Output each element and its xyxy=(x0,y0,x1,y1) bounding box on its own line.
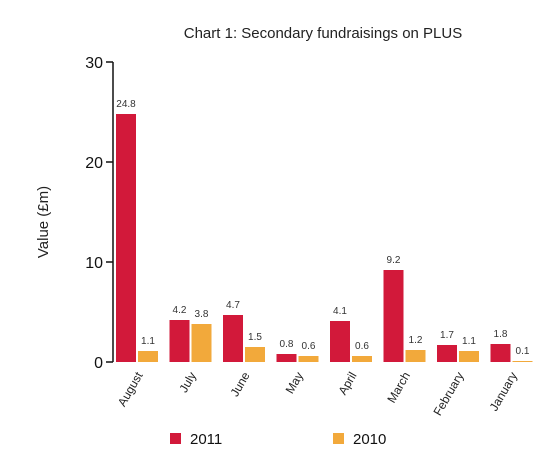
data-label: 3.8 xyxy=(195,309,209,320)
x-tick-label-august: August xyxy=(115,369,146,409)
bar-2011-august xyxy=(116,114,136,362)
data-label: 1.1 xyxy=(462,336,476,347)
data-label: 1.8 xyxy=(494,329,508,340)
y-tick-label: 20 xyxy=(85,155,103,172)
x-tick-label-january: January xyxy=(487,370,520,414)
legend-swatch-2010 xyxy=(333,433,344,444)
data-label: 4.7 xyxy=(226,300,240,311)
bar-2010-january xyxy=(512,361,533,362)
legend: 2011 2010 xyxy=(170,431,386,448)
bars xyxy=(116,114,533,362)
bar-2010-april xyxy=(352,356,372,362)
x-tick-label-june: June xyxy=(227,369,252,399)
data-label: 1.5 xyxy=(248,332,262,343)
bar-2011-january xyxy=(490,344,511,362)
bar-2010-march xyxy=(405,350,426,362)
x-tick-label-march: March xyxy=(384,370,413,406)
y-axis-label: Value (£m) xyxy=(35,186,52,258)
data-label: 0.6 xyxy=(355,341,369,352)
x-tick-label-february: February xyxy=(430,370,466,419)
bar-2010-july xyxy=(191,324,212,362)
y-ticks: 0 10 20 30 xyxy=(85,55,113,372)
bar-2010-august xyxy=(138,351,158,362)
bar-2010-february xyxy=(459,351,479,362)
legend-label-2010: 2010 xyxy=(353,431,386,448)
legend-label-2011: 2011 xyxy=(190,431,222,448)
x-tick-labels: August July June May April March February Janua… xyxy=(115,369,520,418)
x-tick-label-may: May xyxy=(283,370,306,397)
bar-2010-june xyxy=(245,347,265,362)
y-tick-label: 10 xyxy=(85,255,103,272)
legend-swatch-2011 xyxy=(170,433,181,444)
bar-2011-june xyxy=(223,315,243,362)
data-label: 0.1 xyxy=(516,346,530,357)
chart-title: Chart 1: Secondary fundraisings on PLUS xyxy=(184,25,463,42)
data-label: 1.7 xyxy=(440,330,454,341)
data-label: 9.2 xyxy=(387,255,401,266)
data-label: 4.2 xyxy=(173,305,187,316)
data-label: 0.6 xyxy=(302,341,316,352)
x-tick-label-july: July xyxy=(176,370,199,395)
y-tick-label: 0 xyxy=(94,355,103,372)
data-labels: 24.8 1.1 4.2 3.8 4.7 1.5 0.8 0.6 4.1 0.6 9.2 1.2 1.7… xyxy=(116,99,530,357)
y-tick-label: 30 xyxy=(85,55,103,72)
bar-2011-may xyxy=(276,354,297,362)
data-label: 24.8 xyxy=(116,99,136,110)
bar-2011-april xyxy=(330,321,350,362)
bar-2011-february xyxy=(437,345,457,362)
data-label: 0.8 xyxy=(280,339,294,350)
data-label: 1.1 xyxy=(141,336,155,347)
data-label: 4.1 xyxy=(333,306,347,317)
data-label: 1.2 xyxy=(409,335,423,346)
bar-2011-july xyxy=(169,320,190,362)
bar-2011-march xyxy=(383,270,404,362)
x-tick-label-april: April xyxy=(335,370,359,398)
bar-2010-may xyxy=(298,356,319,362)
